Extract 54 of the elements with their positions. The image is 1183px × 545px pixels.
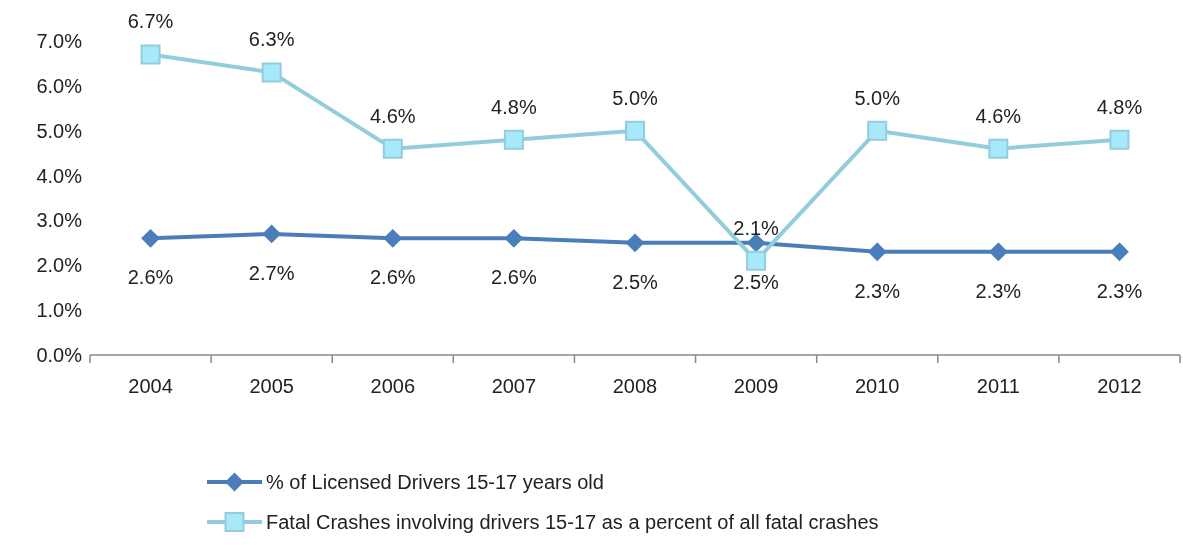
y-tick-label: 7.0%: [36, 30, 83, 52]
data-label: 4.8%: [491, 95, 537, 118]
data-label: 2.3%: [975, 279, 1022, 302]
y-tick-label: 2.0%: [36, 254, 83, 277]
point: [746, 250, 767, 271]
data-label: 4.8%: [1096, 95, 1143, 118]
point: [383, 229, 402, 248]
legend-label: % of Licensed Drivers 15-17 years old: [266, 471, 604, 493]
data-label: 2.6%: [491, 266, 537, 289]
point: [988, 138, 1009, 159]
x-tick-label: 2004: [128, 375, 173, 397]
x-tick-label: 2011: [976, 375, 1020, 397]
point: [504, 229, 523, 248]
data-label: 5.0%: [612, 86, 659, 109]
point: [1110, 242, 1129, 261]
x-tick-label: 2009: [733, 375, 779, 397]
legend-label: Fatal Crashes involving drivers 15-17 as a percent of all fatal crashes: [266, 511, 879, 533]
point: [382, 138, 403, 159]
data-label: 2.3%: [854, 279, 901, 302]
data-label: 2.3%: [1096, 279, 1143, 302]
x-tick-label: 2012: [1097, 375, 1142, 397]
y-tick-label: 3.0%: [36, 209, 83, 232]
point: [625, 120, 645, 141]
y-tick-label: 5.0%: [36, 119, 83, 142]
y-tick-label: 0.0%: [36, 344, 83, 366]
data-label: 5.0%: [854, 86, 901, 109]
data-label: 2.1%: [733, 216, 780, 239]
point: [261, 62, 282, 83]
x-tick-label: 2007: [491, 375, 537, 397]
data-label: 4.6%: [975, 104, 1022, 127]
point: [503, 129, 524, 150]
x-tick-label: 2005: [249, 375, 294, 397]
point: [868, 242, 887, 261]
x-tick-label: 2006: [370, 375, 416, 397]
data-label: 6.7%: [127, 10, 174, 33]
point: [141, 229, 160, 248]
data-label: 2.5%: [612, 270, 659, 293]
data-label: 2.5%: [733, 270, 780, 293]
y-tick-label: 4.0%: [36, 164, 83, 187]
y-tick-label: 1.0%: [36, 299, 83, 322]
point: [1109, 129, 1130, 150]
point: [989, 242, 1008, 261]
x-tick-label: 2010: [854, 375, 900, 397]
point: [262, 224, 281, 243]
point: [140, 44, 161, 65]
data-label: 6.3%: [248, 28, 295, 51]
data-label: 2.7%: [248, 261, 295, 284]
data-label: 4.6%: [369, 104, 416, 127]
point: [867, 120, 888, 141]
point: [626, 233, 644, 252]
data-label: 2.6%: [369, 266, 416, 289]
y-tick-label: 6.0%: [36, 74, 83, 97]
x-tick-label: 2008: [612, 375, 658, 397]
data-label: 2.6%: [127, 266, 174, 289]
